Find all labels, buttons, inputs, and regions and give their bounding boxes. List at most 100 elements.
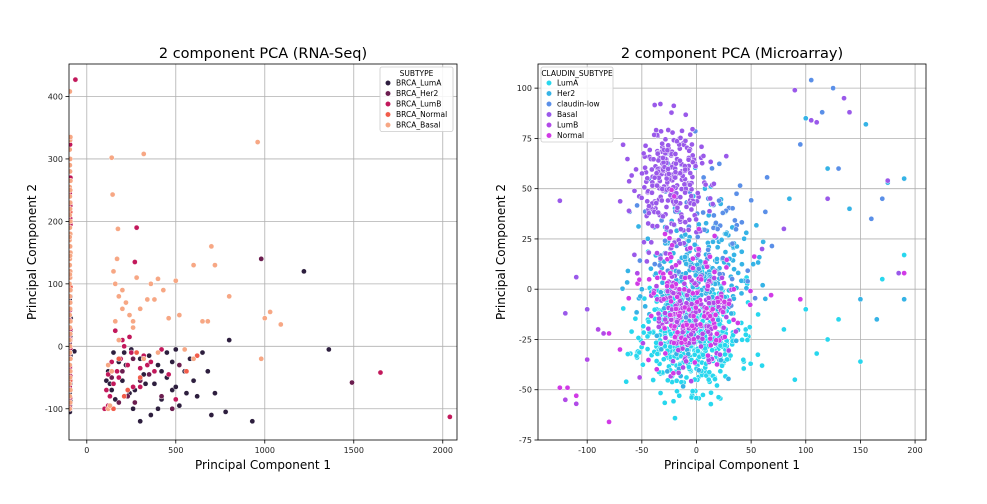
scatter-point [665,166,671,172]
scatter-point [110,268,117,275]
scatter-point [709,306,716,312]
scatter-point [641,184,648,191]
scatter-point [676,392,683,399]
legend-marker [546,122,552,128]
scatter-point [654,351,661,357]
scatter-point [121,343,128,350]
scatter-point [682,275,688,281]
scatter-point [653,200,660,207]
scatter-point [155,405,161,412]
scatter-point [670,358,676,365]
scatter-point [659,186,666,192]
scatter-point [742,331,749,338]
scatter-point [704,263,710,270]
scatter-point [107,393,113,400]
scatter-point [695,367,702,374]
scatter-point [835,165,842,172]
scatter-point [650,156,657,163]
scatter-point [715,298,721,305]
x-tick-label: 1500 [344,446,364,455]
scatter-point [654,150,661,157]
scatter-point [830,85,836,91]
y-tick-label: -50 [519,386,532,395]
legend-entry: BRCA_Basal [396,121,440,130]
scatter-point [115,399,122,406]
scatter-point [700,351,706,358]
scatter-point [267,309,273,315]
scatter-point [674,138,680,145]
scatter-point [642,142,649,149]
scatter-point [557,197,563,204]
scatter-point [668,109,675,116]
scatter-point [658,197,665,204]
scatter-point [640,150,647,157]
scatter-point [665,142,672,149]
scatter-point [688,301,695,307]
scatter-point [69,187,74,194]
scatter-point [743,229,750,236]
scatter-point [670,370,677,377]
scatter-point [176,312,183,318]
scatter-point [664,147,671,154]
scatter-point [155,362,161,368]
scatter-point [721,299,728,305]
scatter-point [226,337,233,343]
scatter-point [654,223,661,229]
scatter-point [711,212,717,219]
scatter-point [723,256,730,263]
scatter-point [675,347,682,353]
scatter-point [655,324,662,330]
scatter-point [176,362,183,368]
scatter-point [707,342,714,349]
scatter-point [730,316,737,323]
scatter-point [689,126,696,133]
scatter-point [725,375,732,382]
scatter-point [656,262,663,269]
scatter-point [164,349,170,356]
scatter-point [114,368,120,375]
scatter-point [114,256,120,262]
scatter-point [130,318,136,325]
scatter-point [653,366,660,373]
scatter-point [672,151,679,157]
scatter-point [697,321,704,328]
scatter-point [249,418,256,425]
scatter-point [663,204,670,210]
scatter-point [756,254,763,261]
scatter-point [808,77,815,83]
scatter-point [631,251,638,258]
scatter-point [673,262,679,269]
scatter-point [633,309,640,316]
scatter-point [689,388,696,394]
scatter-point [688,378,695,384]
scatter-point [707,313,713,319]
scatter-point [110,380,117,387]
legend-marker [546,101,552,107]
scatter-point [709,165,715,172]
scatter-point [846,205,853,212]
scatter-point [69,234,73,240]
scatter-point [716,197,722,204]
scatter-point [634,202,640,209]
scatter-point [700,153,707,159]
scatter-point [731,266,737,273]
scatter-point [112,396,119,403]
scatter-point [69,349,73,356]
y-tick-label: 200 [48,217,63,226]
scatter-point [132,399,138,406]
scatter-point [146,371,152,378]
scatter-point [682,336,689,343]
scatter-point [660,155,666,161]
scatter-point [714,330,720,337]
y-tick-label: 400 [48,92,63,101]
scatter-point [696,226,702,232]
series-BRCA_Basal [69,88,284,412]
scatter-point [69,362,73,368]
scatter-point [750,261,756,267]
scatter-point [738,277,745,284]
scatter-point [688,193,695,199]
scatter-point [144,362,151,368]
scatter-point [719,362,725,369]
scatter-point [719,275,725,281]
scatter-point [700,174,707,181]
